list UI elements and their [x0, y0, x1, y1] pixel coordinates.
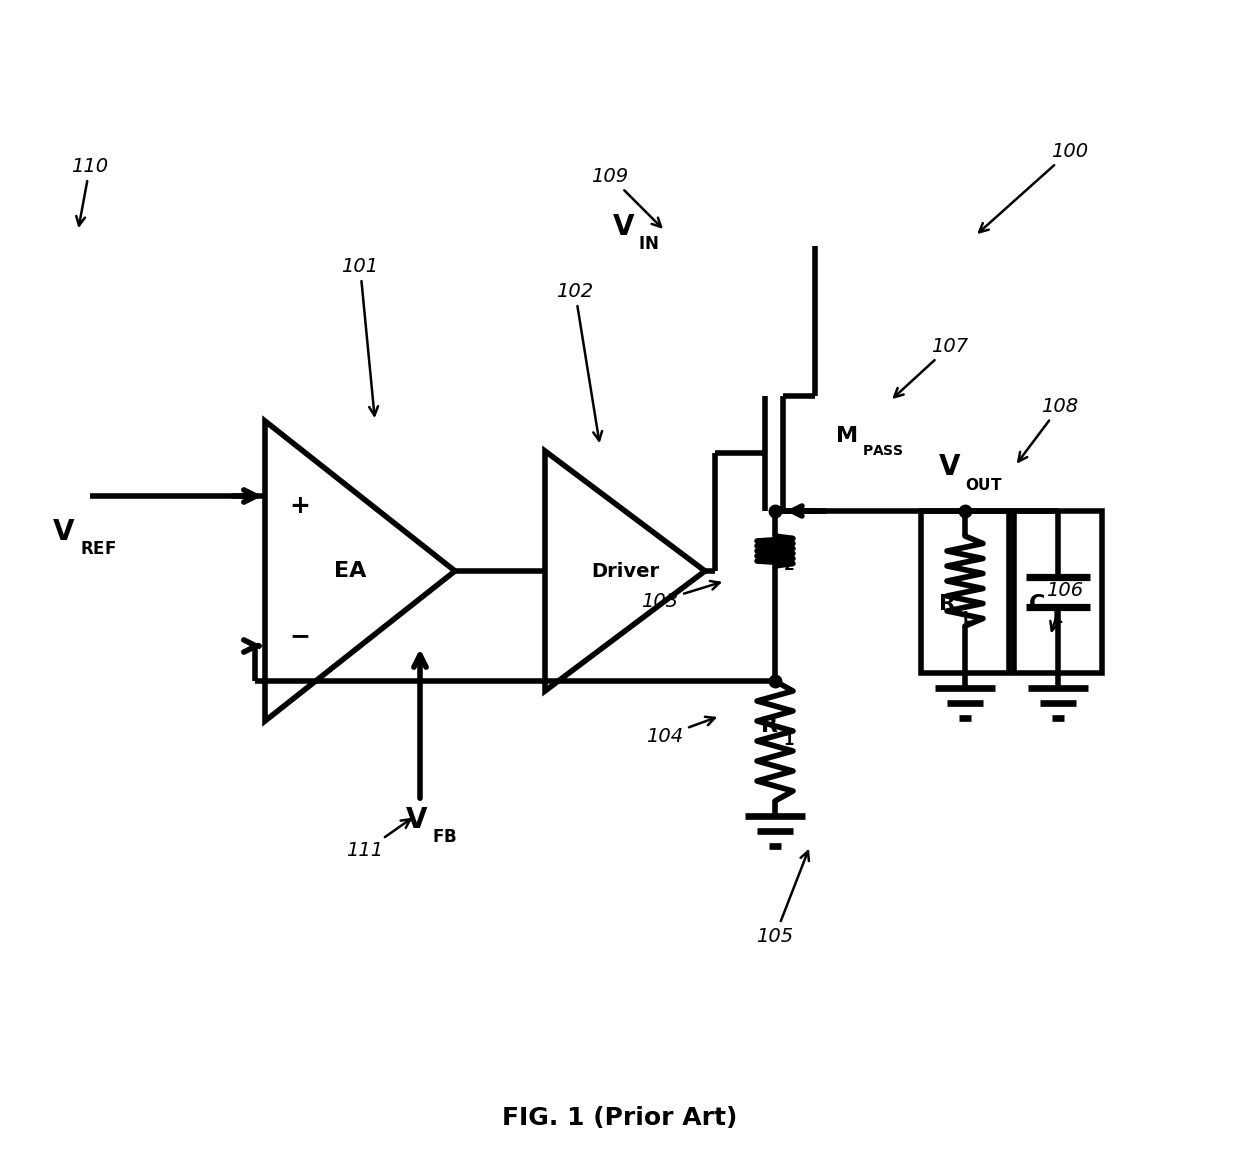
- Text: Driver: Driver: [591, 562, 660, 580]
- Text: $\mathbf{PASS}$: $\mathbf{PASS}$: [862, 444, 904, 458]
- Text: 104: 104: [646, 717, 714, 746]
- Text: $\mathbf{V}$: $\mathbf{V}$: [52, 518, 76, 546]
- Text: −: −: [289, 624, 310, 649]
- Text: $\mathbf{R}$: $\mathbf{R}$: [760, 541, 779, 561]
- Text: 100: 100: [980, 141, 1089, 232]
- Text: 101: 101: [341, 257, 378, 415]
- Text: $\mathbf{L}$: $\mathbf{L}$: [962, 610, 973, 627]
- Text: $\mathbf{C}$: $\mathbf{C}$: [1028, 594, 1045, 614]
- Text: 103: 103: [641, 581, 719, 610]
- Text: $\mathbf{1}$: $\mathbf{1}$: [782, 732, 795, 748]
- Text: 110: 110: [72, 156, 109, 225]
- Text: FIG. 1 (Prior Art): FIG. 1 (Prior Art): [502, 1106, 738, 1131]
- Bar: [921, 511, 1009, 673]
- Text: $\mathbf{R}$: $\mathbf{R}$: [760, 716, 779, 736]
- Text: 102: 102: [557, 282, 603, 440]
- Text: $\mathbf{REF}$: $\mathbf{REF}$: [81, 540, 117, 558]
- Text: $\mathbf{M}$: $\mathbf{M}$: [835, 427, 857, 446]
- Text: $\mathbf{V}$: $\mathbf{V}$: [937, 453, 961, 481]
- Bar: [1014, 511, 1102, 673]
- Text: 108: 108: [1018, 397, 1079, 461]
- Text: 105: 105: [756, 851, 808, 946]
- Text: $\mathbf{L}$: $\mathbf{L}$: [1052, 610, 1063, 627]
- Text: 107: 107: [894, 336, 968, 398]
- Text: 111: 111: [346, 820, 410, 860]
- Text: $\mathbf{R}$: $\mathbf{R}$: [937, 594, 956, 614]
- Text: 109: 109: [591, 166, 661, 227]
- Text: 106: 106: [1047, 581, 1084, 631]
- Text: EA: EA: [334, 561, 366, 581]
- Text: $\mathbf{IN}$: $\mathbf{IN}$: [639, 235, 658, 253]
- Text: $\mathbf{2}$: $\mathbf{2}$: [782, 557, 795, 573]
- Text: $\mathbf{OUT}$: $\mathbf{OUT}$: [965, 477, 1003, 492]
- Text: $\mathbf{FB}$: $\mathbf{FB}$: [432, 828, 456, 846]
- Text: $\mathbf{V}$: $\mathbf{V}$: [613, 213, 635, 240]
- Text: $\mathbf{V}$: $\mathbf{V}$: [405, 806, 428, 833]
- Text: +: +: [290, 494, 310, 518]
